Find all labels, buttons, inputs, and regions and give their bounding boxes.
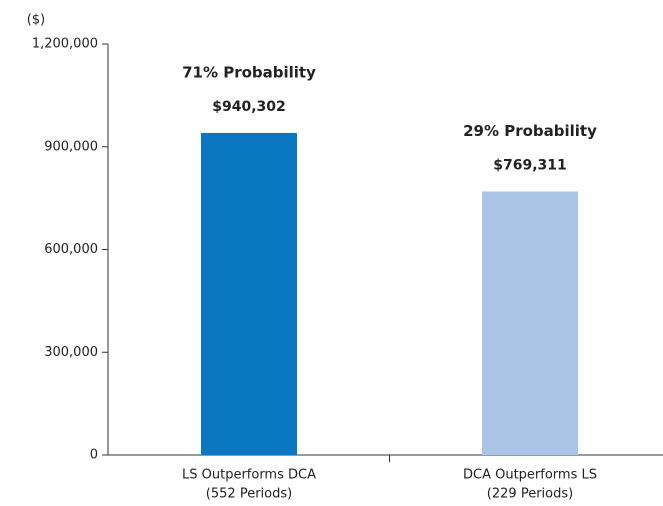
y-tick-label: 900,000 bbox=[44, 139, 98, 154]
bar bbox=[482, 191, 578, 455]
y-tick-label: 1,200,000 bbox=[32, 37, 98, 52]
value-label: $769,311 bbox=[493, 158, 567, 174]
x-tick-label: (229 Periods) bbox=[487, 487, 573, 502]
y-axis-label: ($) bbox=[27, 13, 45, 28]
annotation: 71% Probability bbox=[182, 63, 316, 81]
bar bbox=[201, 132, 297, 455]
y-tick-label: 300,000 bbox=[44, 345, 98, 360]
value-label: $940,302 bbox=[212, 99, 286, 115]
y-tick-label: 0 bbox=[90, 448, 98, 463]
x-tick-label: (552 Periods) bbox=[206, 487, 292, 502]
x-tick-label: DCA Outperforms LS bbox=[463, 468, 597, 483]
x-tick-label: LS Outperforms DCA bbox=[182, 468, 316, 483]
y-tick-label: 600,000 bbox=[44, 242, 98, 257]
annotation: 29% Probability bbox=[463, 122, 597, 140]
